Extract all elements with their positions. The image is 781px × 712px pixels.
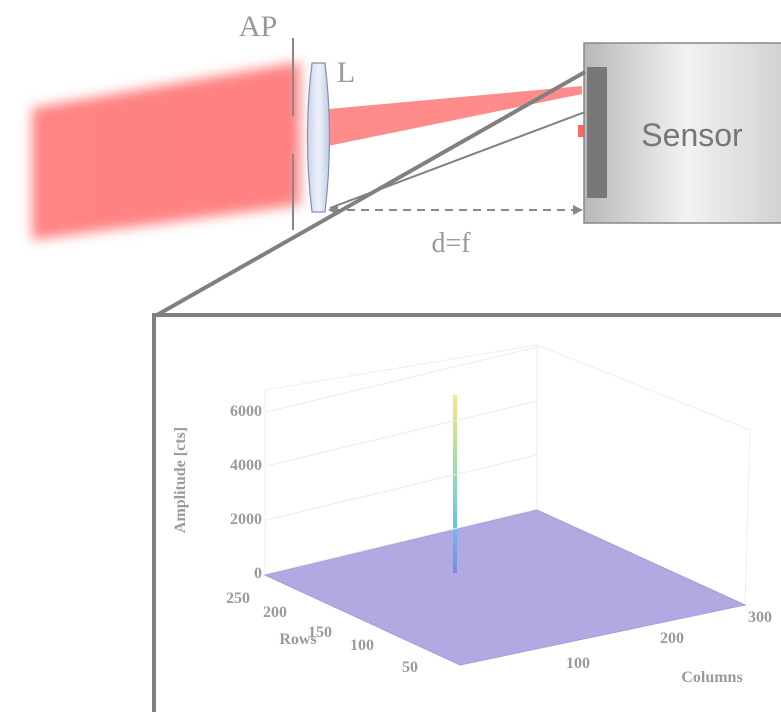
surface-floor [263, 509, 747, 666]
lens [306, 62, 331, 213]
z-tick-label: 2000 [230, 511, 262, 528]
x-tick-label: 100 [566, 655, 590, 672]
arrow-head [573, 205, 583, 215]
surface-plot: Amplitude [cts] Rows Columns 0 2000 4000 60… [172, 344, 772, 686]
y-tick-label: 50 [402, 659, 418, 676]
aperture-label: AP [239, 10, 277, 43]
x-tick-label: 200 [660, 630, 684, 647]
y-tick-label: 250 [226, 590, 250, 607]
sensor-chip [587, 67, 607, 198]
z-tick-label: 4000 [230, 457, 262, 474]
y-axis-label: Rows [279, 631, 316, 648]
laser-beam [32, 62, 300, 240]
grid-line [265, 454, 538, 521]
sensor-label: Sensor [641, 117, 743, 153]
x-axis-label: Columns [681, 669, 742, 686]
distance-label: d=f [431, 228, 471, 259]
grid-line [265, 400, 538, 467]
x-tick-label: 300 [748, 609, 772, 626]
y-tick-label: 200 [263, 604, 287, 621]
z-tick-label: 0 [254, 565, 262, 582]
y-tick-label: 150 [308, 624, 332, 641]
focused-beam [318, 86, 582, 148]
beam-spot [578, 125, 584, 137]
zoom-line [329, 111, 586, 209]
z-axis-label: Amplitude [cts] [172, 427, 189, 533]
lens-label: L [337, 56, 355, 89]
sensor-housing [583, 42, 781, 224]
grid-line [265, 508, 538, 575]
peak [453, 395, 457, 573]
grid-line [265, 346, 538, 413]
z-tick-label: 6000 [230, 403, 262, 420]
y-tick-label: 100 [350, 637, 374, 654]
